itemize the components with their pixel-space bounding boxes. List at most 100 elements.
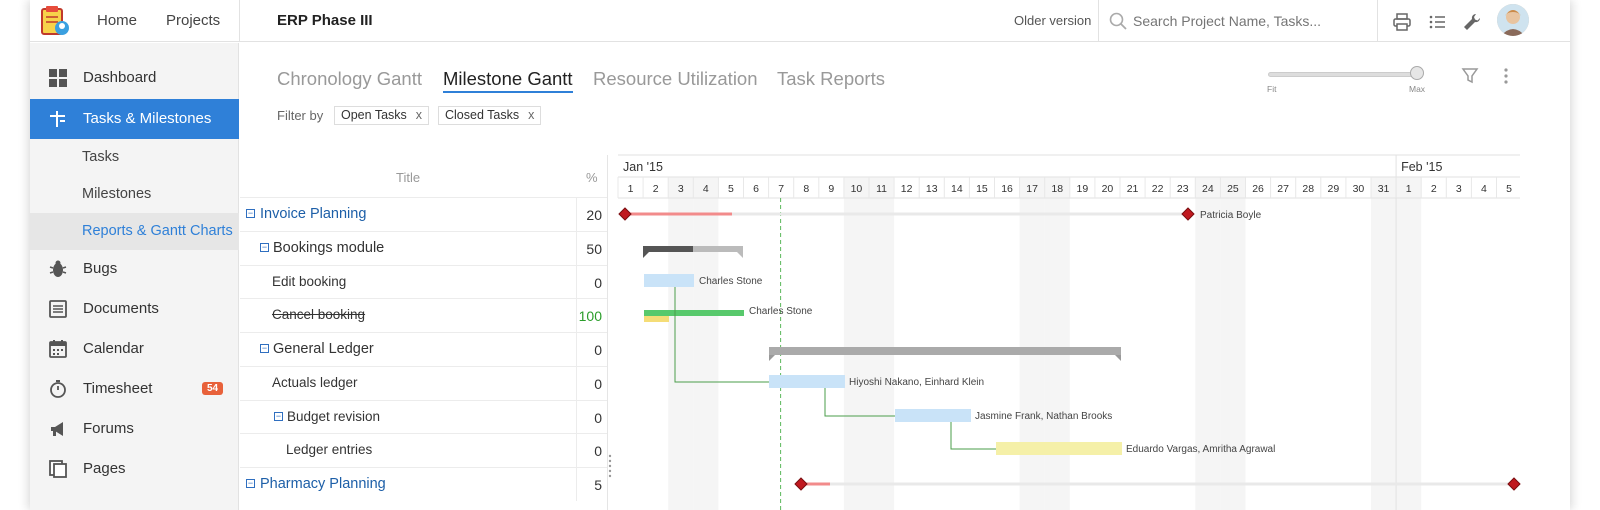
- row-title[interactable]: Actuals ledger: [272, 375, 358, 390]
- sidebar-item-timesheet[interactable]: Timesheet 54: [30, 369, 239, 409]
- day-label: 4: [703, 183, 709, 195]
- task-bar-extra: [644, 316, 669, 322]
- app-window: Home Projects ERP Phase III Older versio…: [30, 0, 1570, 510]
- nav-projects[interactable]: Projects: [166, 12, 221, 29]
- more-menu-icon[interactable]: [1502, 67, 1510, 85]
- table-row[interactable]: − General Ledger: [240, 332, 606, 366]
- collapse-toggle-icon[interactable]: −: [246, 208, 255, 218]
- remove-chip-button[interactable]: x: [415, 108, 423, 122]
- chip-label: Closed Tasks: [445, 108, 520, 122]
- megaphone-icon: [51, 422, 63, 436]
- wrench-icon[interactable]: [1462, 12, 1482, 32]
- sidebar-item-label: Calendar: [83, 340, 144, 357]
- sidebar-subitem-milestones[interactable]: Milestones: [30, 176, 239, 213]
- table-row[interactable]: Actuals ledger: [240, 366, 606, 400]
- user-avatar[interactable]: [1497, 4, 1529, 36]
- collapse-toggle-icon[interactable]: −: [260, 343, 269, 353]
- row-title[interactable]: Cancel booking: [272, 307, 366, 322]
- row-title[interactable]: Pharmacy Planning: [260, 476, 386, 492]
- sidebar-item-documents[interactable]: Documents: [30, 289, 239, 329]
- filter-icon[interactable]: [1461, 67, 1479, 85]
- sidebar-item-calendar[interactable]: Calendar: [30, 329, 239, 369]
- resize-handle-dot[interactable]: [608, 474, 612, 478]
- tab-milestone-gantt[interactable]: Milestone Gantt: [443, 68, 573, 93]
- milestone-end-icon[interactable]: [1507, 477, 1521, 491]
- filter-label: Filter by: [277, 108, 324, 123]
- table-row[interactable]: − Invoice Planning: [240, 197, 606, 231]
- task-bar[interactable]: [895, 409, 971, 422]
- collapse-toggle-icon[interactable]: −: [274, 411, 283, 421]
- project-title[interactable]: ERP Phase III: [277, 12, 373, 29]
- top-bar: Home Projects ERP Phase III Older versio…: [30, 0, 1570, 42]
- zoom-slider-handle[interactable]: [1410, 66, 1424, 80]
- older-version-link[interactable]: Older version: [1014, 13, 1092, 28]
- sidebar-subitem-reports-gantt[interactable]: Reports & Gantt Charts: [30, 213, 239, 250]
- sidebar-item-label: Documents: [83, 300, 159, 317]
- row-title[interactable]: Budget revision: [287, 409, 381, 424]
- day-label: 18: [1051, 183, 1063, 195]
- row-title[interactable]: Edit booking: [272, 274, 347, 289]
- day-label: 28: [1302, 183, 1314, 195]
- row-title[interactable]: Invoice Planning: [260, 206, 367, 222]
- search-box[interactable]: [1098, 0, 1378, 42]
- tab-task-reports[interactable]: Task Reports: [777, 68, 885, 89]
- resize-handle-dot[interactable]: [608, 454, 612, 458]
- day-label: 23: [1177, 183, 1189, 195]
- tab-resource-utilization[interactable]: Resource Utilization: [593, 68, 758, 89]
- table-row[interactable]: − Budget revision: [240, 400, 606, 434]
- day-label: 21: [1127, 183, 1139, 195]
- summary-bar-cap: [737, 252, 743, 258]
- resize-handle-dot[interactable]: [608, 469, 612, 473]
- collapse-toggle-icon[interactable]: −: [260, 242, 269, 252]
- row-title[interactable]: General Ledger: [273, 341, 374, 357]
- filter-chip-closed-tasks[interactable]: Closed Tasks x: [438, 106, 542, 125]
- sidebar-item-dashboard[interactable]: Dashboard: [30, 58, 239, 98]
- dependency-line: [950, 422, 996, 450]
- percent-cell: 100: [576, 298, 607, 332]
- table-gantt-separator[interactable]: [607, 155, 608, 510]
- sidebar-item-tasks-milestones[interactable]: Tasks & Milestones: [30, 99, 239, 139]
- filter-chip-open-tasks[interactable]: Open Tasks x: [334, 106, 430, 125]
- sidebar-item-forums[interactable]: Forums: [30, 409, 239, 449]
- day-label: 3: [678, 183, 684, 195]
- sidebar-item-bugs[interactable]: Bugs: [30, 249, 239, 289]
- sidebar-item-pages[interactable]: Pages: [30, 449, 239, 489]
- list-icon[interactable]: [1428, 12, 1448, 32]
- search-input[interactable]: [1133, 11, 1369, 31]
- row-title[interactable]: Ledger entries: [286, 442, 373, 457]
- milestone-end-icon[interactable]: [1181, 207, 1195, 221]
- day-label: 24: [1202, 183, 1214, 195]
- percent-cell: 0: [576, 332, 607, 366]
- table-row[interactable]: Ledger entries: [240, 433, 606, 467]
- summary-bar[interactable]: [769, 347, 1121, 355]
- day-label: 4: [1481, 183, 1487, 195]
- task-bar[interactable]: [644, 274, 694, 287]
- app-logo[interactable]: [38, 4, 72, 38]
- table-row[interactable]: − Pharmacy Planning: [240, 467, 606, 501]
- row-title[interactable]: Bookings module: [273, 240, 385, 256]
- milestone-start-icon[interactable]: [794, 477, 808, 491]
- day-label: 30: [1353, 183, 1365, 195]
- remove-chip-button[interactable]: x: [528, 108, 535, 122]
- resize-handle-dot[interactable]: [608, 459, 612, 463]
- sidebar-subitem-tasks[interactable]: Tasks: [30, 139, 239, 176]
- collapse-toggle-icon[interactable]: −: [246, 478, 255, 488]
- tab-chronology-gantt[interactable]: Chronology Gantt: [277, 68, 423, 89]
- assignee-label: Charles Stone: [699, 276, 763, 287]
- day-label: 11: [876, 183, 887, 195]
- milestone-start-icon[interactable]: [618, 207, 632, 221]
- assignee-label: Eduardo Vargas, Amritha Agrawal: [1126, 444, 1275, 455]
- table-row[interactable]: Edit booking: [240, 265, 606, 299]
- percent-value: 0: [594, 275, 602, 291]
- task-bar[interactable]: [644, 310, 744, 316]
- table-row[interactable]: Cancel booking: [240, 298, 606, 332]
- print-icon[interactable]: [1392, 12, 1412, 32]
- task-bar[interactable]: [769, 375, 845, 388]
- column-header-percent[interactable]: %: [586, 170, 598, 185]
- percent-cell: 0: [576, 400, 607, 434]
- resize-handle-dot[interactable]: [608, 464, 612, 468]
- table-row[interactable]: − Bookings module: [240, 231, 606, 265]
- task-bar[interactable]: [996, 442, 1122, 455]
- nav-home[interactable]: Home: [97, 12, 138, 29]
- column-header-title[interactable]: Title: [396, 170, 421, 185]
